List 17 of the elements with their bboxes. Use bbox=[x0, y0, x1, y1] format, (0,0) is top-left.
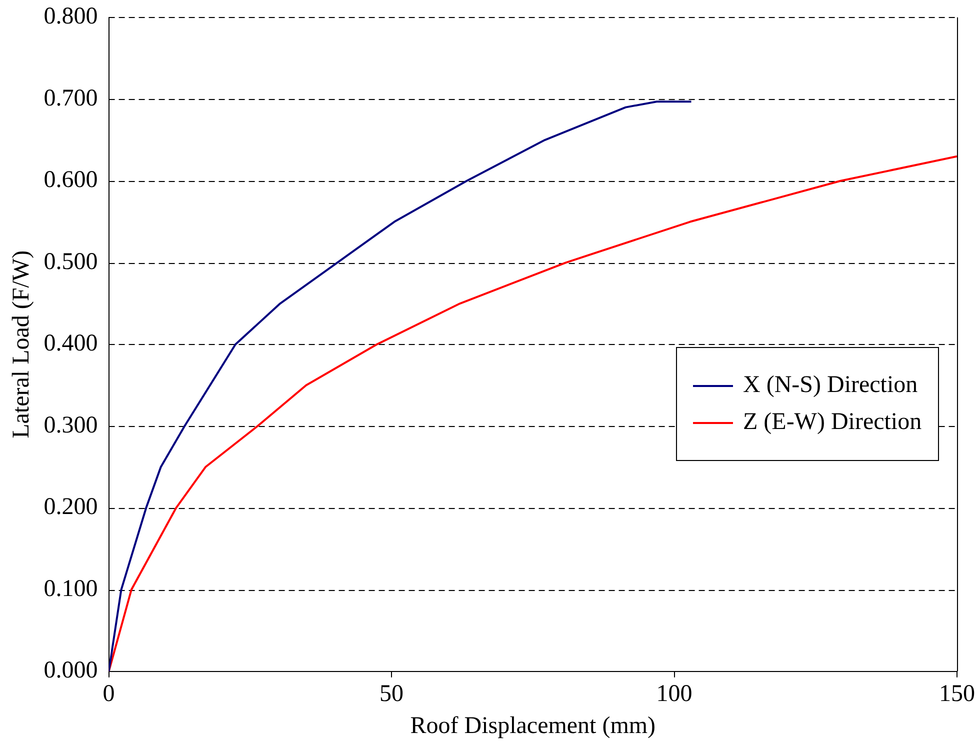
y-tick-label: 0.700 bbox=[44, 85, 98, 112]
legend-label: Z (E-W) Direction bbox=[743, 409, 922, 436]
y-tick-label: 0.100 bbox=[44, 576, 98, 602]
y-tick-label: 0.300 bbox=[44, 412, 98, 438]
x-tick-label: 0 bbox=[102, 681, 115, 708]
y-tick-label: 0.500 bbox=[44, 248, 98, 275]
x-axis-title: Roof Displacement (mm) bbox=[410, 712, 656, 739]
x-tick-label: 150 bbox=[939, 681, 975, 708]
y-tick-label: 0.800 bbox=[44, 4, 98, 30]
y-axis-title: Lateral Load (F/W) bbox=[8, 250, 35, 438]
legend-label: X (N-S) Direction bbox=[743, 372, 918, 400]
y-tick-label: 0.000 bbox=[44, 658, 98, 684]
y-tick-label: 0.600 bbox=[44, 167, 98, 194]
y-tick-label: 0.200 bbox=[44, 494, 98, 520]
x-tick-label: 100 bbox=[656, 681, 692, 708]
y-tick-label: 0.400 bbox=[44, 330, 98, 357]
x-tick-label: 50 bbox=[380, 681, 404, 708]
